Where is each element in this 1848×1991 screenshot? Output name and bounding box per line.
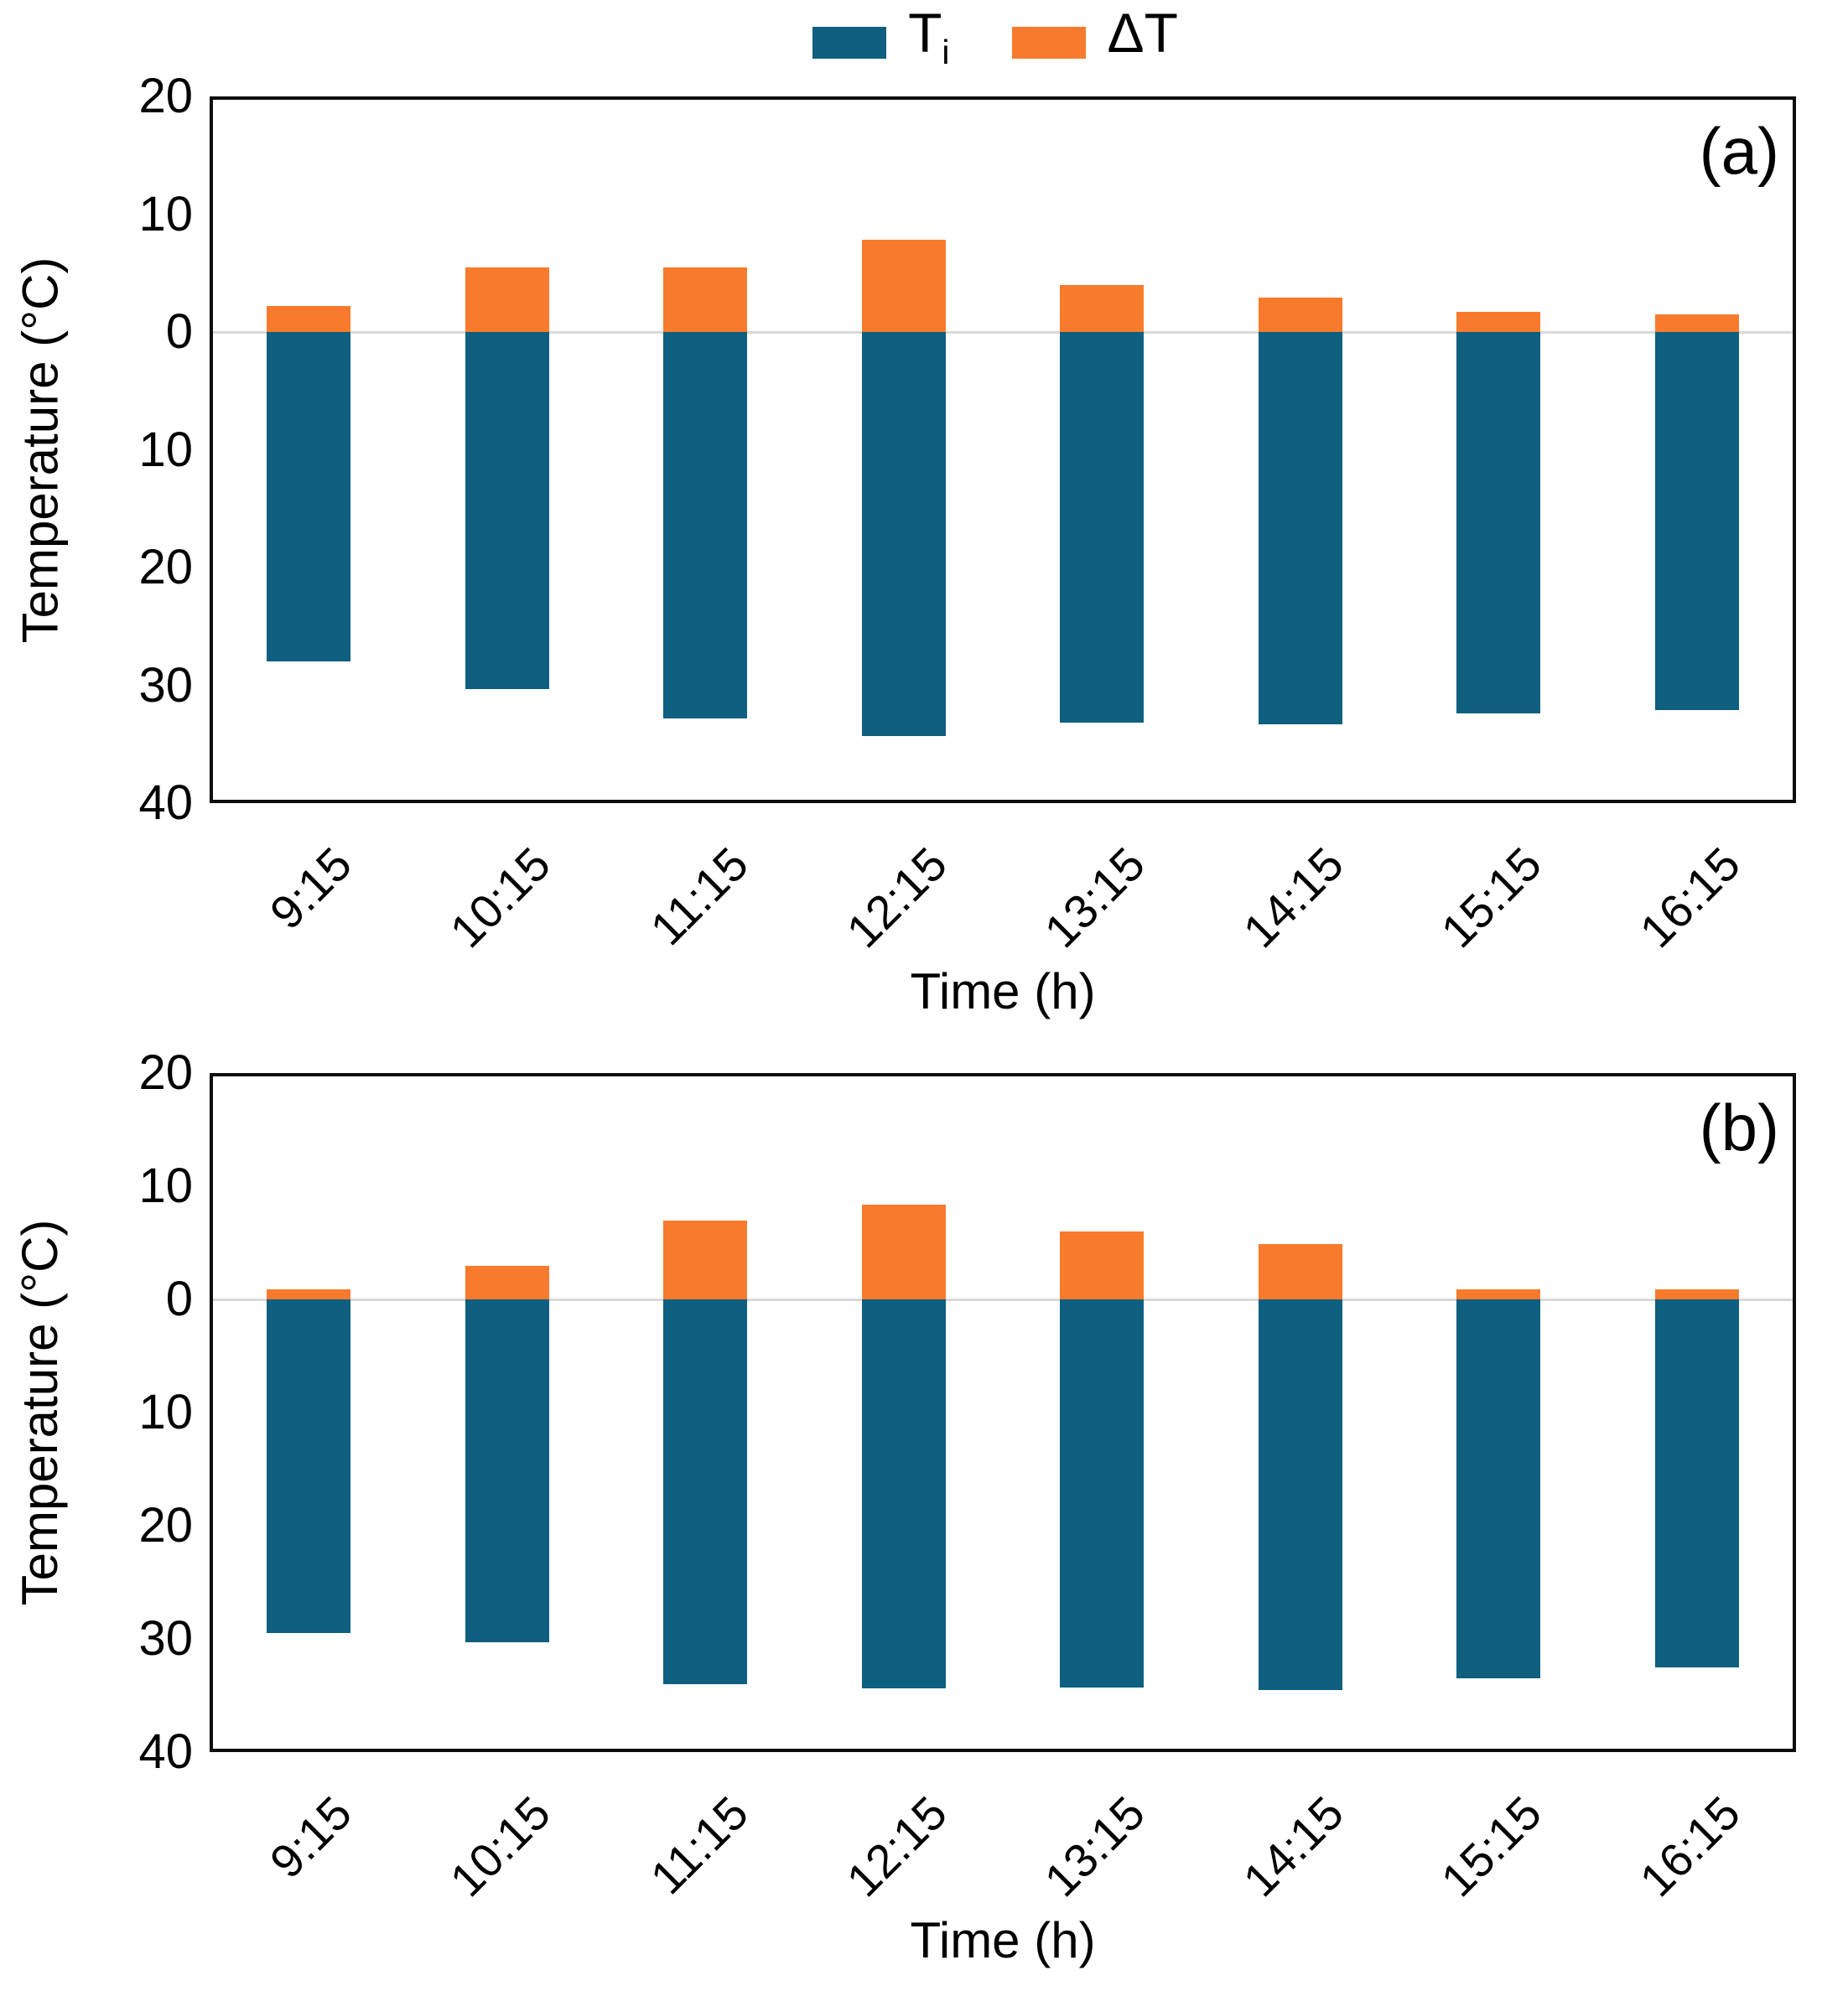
legend-label-dt: ΔT bbox=[1107, 2, 1178, 64]
y-axis-tick-label: 20 bbox=[138, 1045, 193, 1100]
y-axis-tick-label: 20 bbox=[138, 69, 193, 123]
legend-swatch-ti-icon bbox=[812, 26, 887, 59]
x-axis-tick-label: 15:15 bbox=[1430, 1786, 1552, 1907]
legend-item-dt: ΔT bbox=[1011, 2, 1178, 81]
bar-dt bbox=[267, 306, 351, 332]
x-axis-tick-label: 12:15 bbox=[836, 837, 957, 958]
zero-gridline bbox=[213, 330, 1793, 334]
bar-ti bbox=[1654, 332, 1739, 710]
y-axis-tick-label: 0 bbox=[165, 1272, 193, 1326]
bar-ti bbox=[861, 332, 946, 736]
x-axis-tick-label: 13:15 bbox=[1034, 1786, 1155, 1907]
bar-ti bbox=[267, 332, 351, 662]
bar-ti bbox=[861, 1299, 946, 1689]
x-axis-tick-label: 11:15 bbox=[640, 837, 759, 956]
bar-ti bbox=[465, 1299, 549, 1643]
bar-dt bbox=[267, 1288, 351, 1299]
bar-dt bbox=[1060, 1231, 1145, 1299]
bar-ti bbox=[267, 1299, 351, 1634]
x-axis-tick-label: 9:15 bbox=[259, 1786, 362, 1889]
bar-dt bbox=[861, 240, 946, 332]
legend-label-ti: Ti bbox=[908, 2, 950, 72]
x-axis-tick-label: 12:15 bbox=[836, 1786, 957, 1907]
x-axis-tick-label: 11:15 bbox=[640, 1786, 759, 1905]
bar-ti bbox=[1060, 1299, 1145, 1688]
bar-dt bbox=[1258, 298, 1342, 332]
x-axis-title-a: Time (h) bbox=[910, 963, 1096, 1019]
y-axis-tick-label: 0 bbox=[165, 304, 193, 359]
legend: Ti ΔT bbox=[0, 3, 1848, 81]
bar-ti bbox=[1258, 332, 1342, 724]
y-axis-tick-label: 10 bbox=[138, 1159, 193, 1213]
y-axis-tick-label: 10 bbox=[138, 422, 193, 477]
bar-ti bbox=[465, 332, 549, 689]
x-axis-tick-label: 14:15 bbox=[1233, 837, 1353, 958]
x-axis-tick-label: 10:15 bbox=[439, 837, 560, 958]
bar-ti bbox=[1654, 1299, 1739, 1667]
x-axis-tick-label: 15:15 bbox=[1430, 837, 1552, 958]
legend-swatch-dt-icon bbox=[1011, 26, 1086, 59]
bar-dt bbox=[1654, 314, 1739, 332]
x-axis-title-b: Time (h) bbox=[910, 1912, 1096, 1968]
bar-ti bbox=[1258, 1299, 1342, 1690]
x-axis-tick-label: 16:15 bbox=[1629, 837, 1750, 958]
y-axis-tick-label: 30 bbox=[138, 657, 193, 713]
x-axis-tick-label: 13:15 bbox=[1034, 837, 1155, 958]
plot-area-b bbox=[210, 1073, 1796, 1752]
y-axis-tick-label: 30 bbox=[138, 1611, 193, 1666]
bar-dt bbox=[1654, 1288, 1739, 1299]
bar-ti bbox=[1456, 332, 1541, 714]
y-axis-tick-label: 20 bbox=[138, 1498, 193, 1553]
y-axis-tick-label: 40 bbox=[138, 775, 193, 830]
bar-dt bbox=[1456, 312, 1541, 332]
bar-ti bbox=[663, 332, 748, 718]
y-axis-tick-label: 40 bbox=[138, 1724, 193, 1779]
bar-dt bbox=[861, 1204, 946, 1299]
bar-dt bbox=[1060, 284, 1145, 332]
y-axis-tick-label: 10 bbox=[138, 1385, 193, 1439]
bar-dt bbox=[663, 1220, 748, 1299]
x-axis-tick-label: 10:15 bbox=[439, 1786, 560, 1907]
bar-dt bbox=[663, 267, 748, 332]
x-axis-tick-label: 16:15 bbox=[1629, 1786, 1750, 1907]
plot-area-a bbox=[210, 96, 1796, 803]
bar-dt bbox=[465, 1265, 549, 1299]
bar-dt bbox=[1456, 1288, 1541, 1299]
bar-dt bbox=[1258, 1243, 1342, 1299]
x-axis-tick-label: 9:15 bbox=[259, 837, 362, 940]
x-axis-tick-label: 14:15 bbox=[1233, 1786, 1353, 1907]
bar-ti bbox=[1456, 1299, 1541, 1679]
panel-label-b: (b) bbox=[1699, 1091, 1779, 1164]
zero-gridline bbox=[213, 1298, 1793, 1301]
panel-label-a: (a) bbox=[1699, 114, 1779, 188]
y-axis-tick-label: 20 bbox=[138, 540, 193, 594]
legend-item-ti: Ti bbox=[812, 2, 950, 81]
bar-ti bbox=[1060, 332, 1145, 723]
bar-dt bbox=[465, 267, 549, 332]
bar-ti bbox=[663, 1299, 748, 1684]
y-axis-tick-label: 10 bbox=[138, 186, 193, 241]
